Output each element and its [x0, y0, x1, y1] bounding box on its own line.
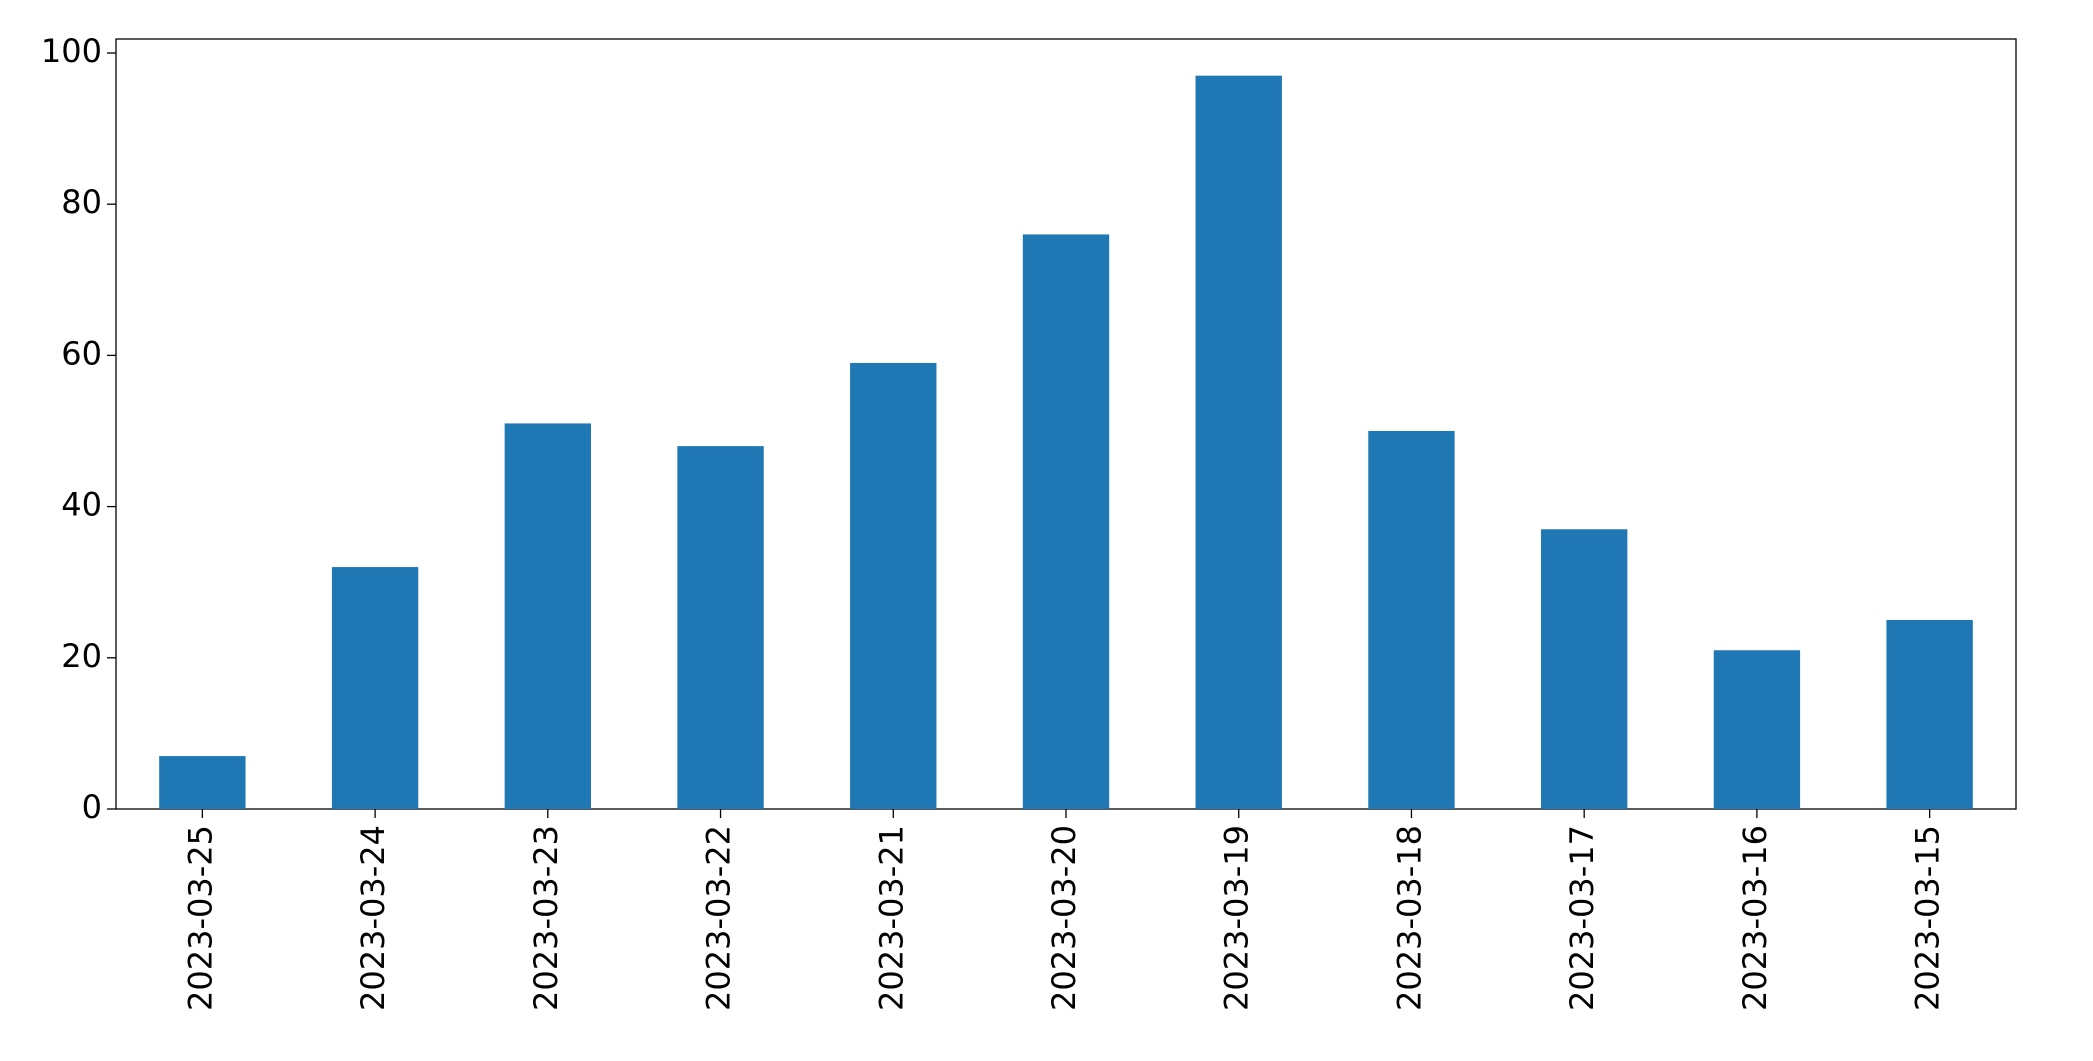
- x-tick-label: 2023-03-25: [181, 825, 219, 1011]
- x-tick-label: 2023-03-15: [1909, 825, 1947, 1011]
- bar: [1368, 430, 1455, 809]
- y-tick-label: 100: [41, 32, 102, 70]
- bar: [677, 446, 764, 809]
- y-tick-label: 60: [61, 334, 102, 372]
- x-tick-label: 2023-03-23: [527, 825, 565, 1011]
- bar: [331, 567, 419, 809]
- x-tick-label: 2023-03-22: [700, 825, 738, 1011]
- bar: [504, 423, 591, 809]
- bar: [159, 756, 246, 809]
- x-tick-label: 2023-03-17: [1563, 825, 1601, 1011]
- bar: [850, 362, 937, 809]
- bar: [1022, 234, 1110, 809]
- y-tick-label: 40: [61, 486, 102, 524]
- x-tick-label: 2023-03-16: [1736, 825, 1774, 1011]
- x-tick-label: 2023-03-21: [872, 825, 910, 1011]
- x-tick-label: 2023-03-24: [354, 825, 392, 1011]
- bar: [1886, 619, 1973, 809]
- y-tick-label: 20: [61, 637, 102, 675]
- y-tick-label: 80: [61, 183, 102, 221]
- x-tick-label: 2023-03-19: [1218, 825, 1256, 1011]
- x-tick-label: 2023-03-20: [1045, 825, 1083, 1011]
- bar: [1195, 75, 1282, 809]
- bar: [1713, 650, 1801, 809]
- x-tick-label: 2023-03-18: [1390, 825, 1428, 1011]
- bar: [1541, 529, 1628, 809]
- y-tick-label: 0: [82, 788, 102, 826]
